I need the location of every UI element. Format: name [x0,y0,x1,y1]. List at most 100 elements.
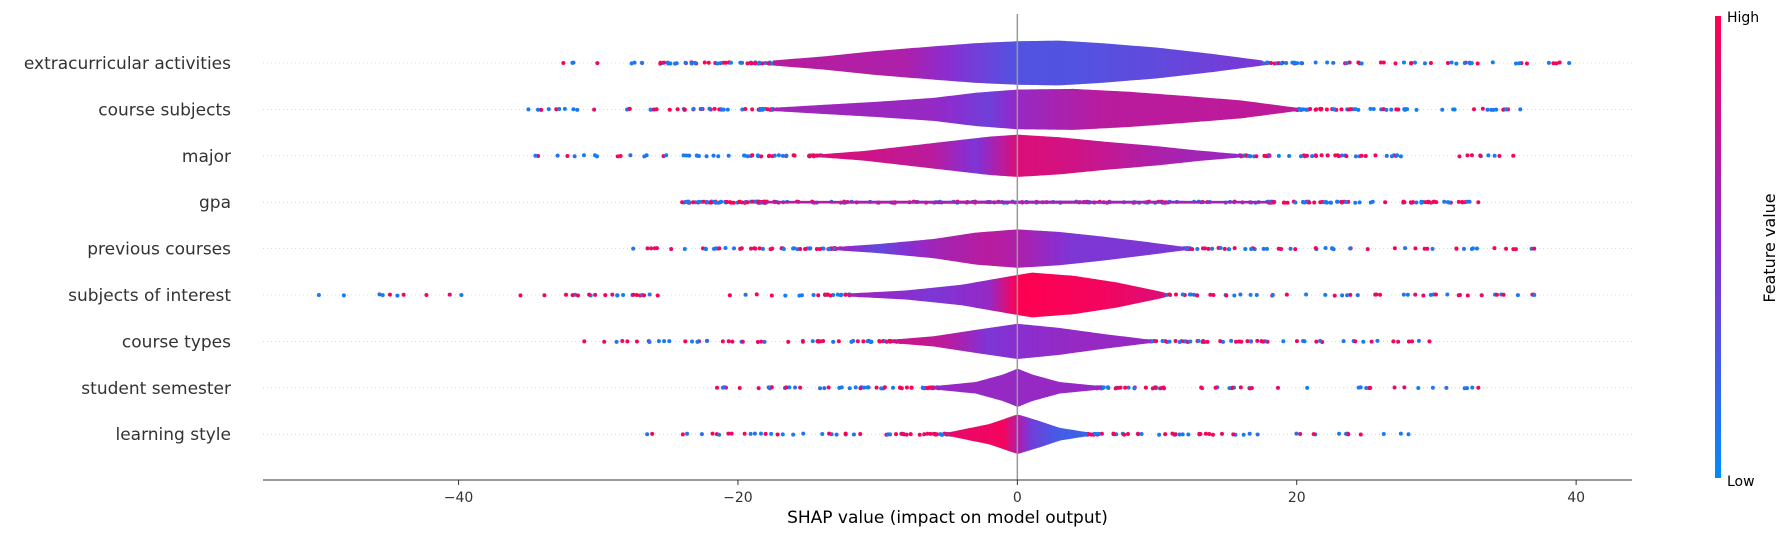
data-point [1402,385,1407,390]
violin-slice [1047,200,1051,204]
violin-slice [1031,135,1035,177]
violin-slice [874,101,879,118]
data-point [1339,107,1344,112]
violin-slice [983,231,987,266]
violin-slice [1284,106,1289,113]
violin-slice [928,98,933,121]
violin-slice [855,292,860,298]
violin-slice [838,54,843,72]
violin-slice [1167,200,1171,204]
violin-slice [1140,200,1144,204]
violin-slice [1157,243,1162,254]
data-point [1532,246,1537,251]
violin-slice [1143,200,1147,204]
violin-slice [835,103,840,115]
data-point [740,107,745,112]
data-point [831,339,836,344]
violin-slice [1222,55,1227,71]
feature-label: learning style [115,425,231,445]
violin-slice [1278,105,1283,114]
violin-slice [987,327,992,356]
violin-slice [1162,94,1166,125]
violin-slice [1201,150,1206,161]
violin-slice [930,336,935,347]
violin-slice [1051,89,1055,130]
data-point [1353,107,1358,112]
violin-slice [1026,324,1031,359]
data-point [1363,153,1368,158]
violin-slice [880,101,885,118]
data-point [1524,61,1529,66]
violin-slice [1078,430,1082,438]
violin-slice [1051,425,1056,444]
data-point [628,153,633,158]
violin-slice [1207,53,1212,73]
data-point [1126,385,1131,390]
data-point [1105,385,1110,390]
violin-slice [1272,104,1277,115]
data-point [1301,107,1306,112]
violin-slice [1052,136,1056,175]
violin-slice [978,281,983,309]
violin-slice [1181,246,1186,251]
data-point [1295,61,1300,66]
violin-slice [1053,200,1057,204]
data-point [592,107,597,112]
violin-slice [1039,40,1044,86]
violin-slice [778,107,783,112]
violin-slice [1169,245,1174,253]
data-point [650,431,655,436]
violin-slice [1096,90,1100,129]
data-point [748,61,753,66]
data-point [897,385,902,390]
violin-slice [959,139,964,172]
violin-slice [1120,91,1124,128]
violin-slice [975,281,980,309]
violin-slice [927,200,932,204]
violin-slice [915,337,920,346]
violin-slice [949,95,954,124]
violin-slice [1001,135,1005,177]
data-point [1355,293,1360,298]
violin-slice [1252,59,1257,67]
data-point [1513,61,1518,66]
data-point [834,432,839,437]
violin-slice [1184,200,1189,204]
violin-slice [997,41,1002,85]
violin-slice [1006,41,1011,85]
data-point [1186,432,1191,437]
violin-slice [1078,89,1082,130]
violin-slice [993,200,997,204]
violin-slice [906,338,911,345]
violin-slice [1253,200,1258,204]
violin-slice [1012,414,1017,454]
violin-slice [849,293,854,297]
data-point [1287,154,1292,159]
data-point [858,432,863,437]
violin-slice [1038,325,1043,357]
data-point [1413,292,1418,297]
violin-slice [1168,48,1173,78]
data-point [1517,61,1522,66]
violin-slice [1020,369,1024,406]
violin-slice [871,51,876,75]
violin-slice [972,200,977,204]
violin-slice [1102,90,1106,129]
data-point [683,60,688,65]
data-point [745,200,750,205]
violin-slice [870,292,875,298]
data-point [1270,292,1275,297]
violin-slice [1170,200,1174,204]
violin-slice [1050,274,1054,316]
data-point [787,385,792,390]
violin-slice [811,105,816,114]
violin-slice [1055,136,1059,175]
data-point [1446,200,1451,205]
data-point [1422,246,1427,251]
data-point [627,106,632,111]
data-point [674,61,679,66]
violin-slice [987,200,992,204]
data-point [713,200,718,205]
violin-slice [1245,101,1250,118]
violin-slice [847,53,852,73]
